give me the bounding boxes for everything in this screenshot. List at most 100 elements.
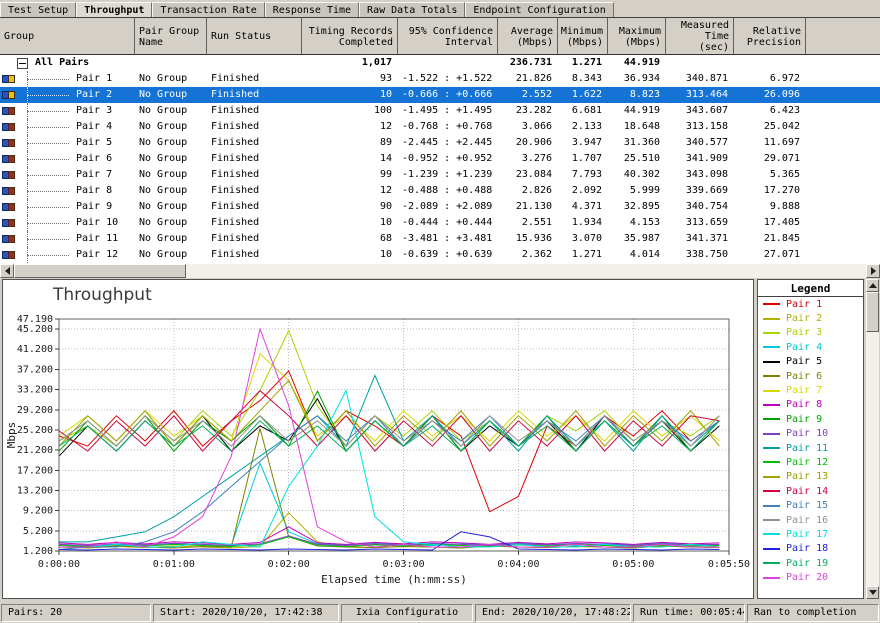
legend-item-pair-16[interactable]: Pair 16 bbox=[758, 513, 863, 527]
column-header-95-confidence-interval[interactable]: 95% Confidence Interval bbox=[398, 18, 498, 55]
column-header-run-status[interactable]: Run Status bbox=[207, 18, 302, 55]
legend-item-pair-20[interactable]: Pair 20 bbox=[758, 570, 863, 584]
column-header-minimum-mbps[interactable]: Minimum (Mbps) bbox=[558, 18, 608, 55]
legend-item-pair-8[interactable]: Pair 8 bbox=[758, 398, 863, 412]
legend-label: Pair 1 bbox=[786, 299, 822, 310]
tab-test-setup[interactable]: Test Setup bbox=[0, 2, 76, 17]
legend-scrollbar[interactable] bbox=[866, 279, 879, 599]
pair-row-pair-5[interactable]: Pair 5No GroupFinished89-2.445 : +2.4452… bbox=[0, 135, 880, 151]
column-header-measured-time-sec[interactable]: Measured Time (sec) bbox=[666, 18, 734, 55]
column-header-relative-precision[interactable]: Relative Precision bbox=[734, 18, 806, 55]
pair-row-pair-2[interactable]: Pair 2No GroupFinished10-0.666 : +0.6662… bbox=[0, 87, 880, 103]
group-cell: All Pairs bbox=[0, 55, 135, 71]
pair-row-pair-11[interactable]: Pair 11No GroupFinished68-3.481 : +3.481… bbox=[0, 231, 880, 247]
tab-endpoint-configuration[interactable]: Endpoint Configuration bbox=[465, 2, 613, 17]
average-cell: 2.551 bbox=[498, 215, 558, 231]
legend-line-swatch bbox=[763, 404, 780, 406]
status-start-time: Start: 2020/10/20, 17:42:38 bbox=[153, 604, 339, 622]
all-pairs-summary-row[interactable]: All Pairs1,017236.7311.27144.919 bbox=[0, 55, 880, 71]
pair-row-pair-10[interactable]: Pair 10No GroupFinished10-0.444 : +0.444… bbox=[0, 215, 880, 231]
throughput-chart: 47.19045.20041.20037.20033.20029.20025.2… bbox=[3, 309, 751, 595]
endpoint-pair-icon bbox=[2, 234, 16, 245]
svg-text:0:01:00: 0:01:00 bbox=[153, 559, 195, 570]
tree-branch bbox=[24, 167, 76, 183]
minimum-cell: 2.133 bbox=[558, 119, 608, 135]
column-header-average-mbps[interactable]: Average (Mbps) bbox=[498, 18, 558, 55]
legend-label: Pair 13 bbox=[786, 471, 828, 482]
legend-item-pair-15[interactable]: Pair 15 bbox=[758, 498, 863, 512]
pair-row-pair-8[interactable]: Pair 8No GroupFinished12-0.488 : +0.4882… bbox=[0, 183, 880, 199]
pair-row-pair-4[interactable]: Pair 4No GroupFinished12-0.768 : +0.7683… bbox=[0, 119, 880, 135]
column-header-maximum-mbps[interactable]: Maximum (Mbps) bbox=[608, 18, 666, 55]
legend-item-pair-7[interactable]: Pair 7 bbox=[758, 383, 863, 397]
legend-scroll-thumb[interactable] bbox=[866, 292, 879, 332]
status-completion-status: Ran to completion bbox=[747, 604, 879, 622]
pair-row-pair-1[interactable]: Pair 1No GroupFinished93-1.522 : +1.5222… bbox=[0, 71, 880, 87]
column-header-pair-group-name[interactable]: Pair Group Name bbox=[135, 18, 207, 55]
measured-time-cell: 341.371 bbox=[666, 231, 734, 247]
scroll-right-button[interactable] bbox=[866, 264, 880, 278]
legend-line-swatch bbox=[763, 418, 780, 420]
svg-text:0:05:50: 0:05:50 bbox=[708, 559, 750, 570]
legend-item-pair-3[interactable]: Pair 3 bbox=[758, 326, 863, 340]
legend-item-pair-4[interactable]: Pair 4 bbox=[758, 340, 863, 354]
confidence-interval-cell: -3.481 : +3.481 bbox=[398, 231, 498, 247]
scroll-left-button[interactable] bbox=[0, 264, 14, 278]
legend-scroll-track[interactable] bbox=[866, 332, 879, 586]
average-cell: 2.362 bbox=[498, 247, 558, 263]
horizontal-scroll-track[interactable] bbox=[186, 264, 866, 278]
svg-text:41.200: 41.200 bbox=[17, 344, 53, 355]
tab-throughput[interactable]: Throughput bbox=[76, 2, 152, 17]
maximum-cell: 31.360 bbox=[608, 135, 666, 151]
summary-cell bbox=[135, 55, 207, 71]
legend-item-pair-17[interactable]: Pair 17 bbox=[758, 527, 863, 541]
legend-item-pair-2[interactable]: Pair 2 bbox=[758, 311, 863, 325]
pair-row-pair-9[interactable]: Pair 9No GroupFinished90-2.089 : +2.0892… bbox=[0, 199, 880, 215]
collapse-expander-icon[interactable] bbox=[17, 58, 28, 69]
measured-time-cell: 338.750 bbox=[666, 247, 734, 263]
svg-text:13.200: 13.200 bbox=[17, 485, 53, 496]
group-cell: Pair 6 bbox=[0, 151, 135, 167]
legend-item-pair-10[interactable]: Pair 10 bbox=[758, 427, 863, 441]
run-status-cell: Finished bbox=[207, 151, 302, 167]
pair-row-pair-12[interactable]: Pair 12No GroupFinished10-0.639 : +0.639… bbox=[0, 247, 880, 263]
tree-branch bbox=[24, 183, 76, 199]
pair-row-pair-7[interactable]: Pair 7No GroupFinished99-1.239 : +1.2392… bbox=[0, 167, 880, 183]
minimum-cell: 1.707 bbox=[558, 151, 608, 167]
measured-time-cell: 341.909 bbox=[666, 151, 734, 167]
legend-item-pair-9[interactable]: Pair 9 bbox=[758, 412, 863, 426]
timing-records-cell: 12 bbox=[302, 119, 398, 135]
legend-item-pair-13[interactable]: Pair 13 bbox=[758, 470, 863, 484]
horizontal-scroll-thumb[interactable] bbox=[14, 264, 186, 278]
legend-item-pair-6[interactable]: Pair 6 bbox=[758, 369, 863, 383]
legend-scroll-up-button[interactable] bbox=[866, 279, 879, 292]
endpoint-pair-icon bbox=[2, 74, 16, 85]
legend-label: Pair 10 bbox=[786, 428, 828, 439]
group-cell: Pair 3 bbox=[0, 103, 135, 119]
minimum-cell: 6.681 bbox=[558, 103, 608, 119]
group-cell: Pair 11 bbox=[0, 231, 135, 247]
column-header-timing-records-completed[interactable]: Timing Records Completed bbox=[302, 18, 398, 55]
tab-response-time[interactable]: Response Time bbox=[265, 2, 359, 17]
legend-line-swatch bbox=[763, 375, 780, 377]
pair-row-pair-6[interactable]: Pair 6No GroupFinished14-0.952 : +0.9523… bbox=[0, 151, 880, 167]
legend-item-pair-19[interactable]: Pair 19 bbox=[758, 556, 863, 570]
legend-item-pair-5[interactable]: Pair 5 bbox=[758, 355, 863, 369]
tree-branch bbox=[24, 119, 76, 135]
pair-row-pair-3[interactable]: Pair 3No GroupFinished100-1.495 : +1.495… bbox=[0, 103, 880, 119]
column-header-group[interactable]: Group bbox=[0, 18, 135, 55]
legend-line-swatch bbox=[763, 577, 780, 579]
tab-raw-data-totals[interactable]: Raw Data Totals bbox=[359, 2, 465, 17]
svg-text:33.200: 33.200 bbox=[17, 385, 53, 396]
tab-transaction-rate[interactable]: Transaction Rate bbox=[152, 2, 264, 17]
legend-item-pair-11[interactable]: Pair 11 bbox=[758, 441, 863, 455]
legend-item-pair-12[interactable]: Pair 12 bbox=[758, 455, 863, 469]
legend-line-swatch bbox=[763, 533, 780, 535]
legend-label: Pair 14 bbox=[786, 486, 828, 497]
horizontal-scrollbar[interactable] bbox=[0, 263, 880, 278]
legend-item-pair-14[interactable]: Pair 14 bbox=[758, 484, 863, 498]
legend-item-pair-18[interactable]: Pair 18 bbox=[758, 542, 863, 556]
legend-scroll-down-button[interactable] bbox=[866, 586, 879, 599]
legend-item-pair-1[interactable]: Pair 1 bbox=[758, 297, 863, 311]
average-cell: 2.826 bbox=[498, 183, 558, 199]
